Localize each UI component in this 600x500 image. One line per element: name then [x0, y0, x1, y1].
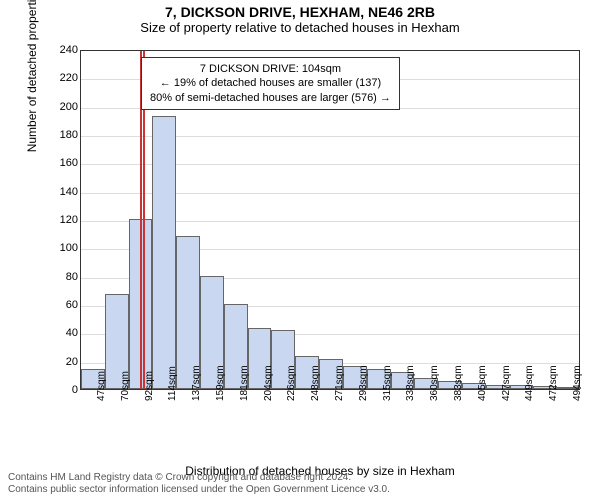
x-tick-label: 181sqm	[239, 365, 250, 401]
chart-container: Number of detached properties 7 DICKSON …	[60, 50, 580, 420]
x-tick-label: 427sqm	[501, 365, 512, 401]
annotation-line: 80% of semi-detached houses are larger (…	[150, 91, 391, 105]
y-axis-label: Number of detached properties	[25, 0, 39, 152]
x-tick-label: 159sqm	[215, 365, 226, 401]
y-tick-label: 200	[48, 101, 78, 113]
x-tick-label: 293sqm	[358, 365, 369, 401]
y-tick-label: 180	[48, 129, 78, 141]
plot-area: 7 DICKSON DRIVE: 104sqm ← 19% of detache…	[80, 50, 580, 390]
x-tick-label: 338sqm	[405, 365, 416, 401]
x-tick-label: 248sqm	[310, 365, 321, 401]
y-tick-label: 40	[48, 327, 78, 339]
x-tick-label: 70sqm	[120, 371, 131, 401]
footer: Contains HM Land Registry data © Crown c…	[0, 472, 600, 496]
histogram-bar	[152, 116, 176, 389]
page-title: 7, DICKSON DRIVE, HEXHAM, NE46 2RB	[0, 0, 600, 20]
annotation-box: 7 DICKSON DRIVE: 104sqm ← 19% of detache…	[141, 57, 400, 110]
annotation-line: ← 19% of detached houses are smaller (13…	[150, 76, 391, 90]
y-tick-label: 120	[48, 214, 78, 226]
footer-line: Contains public sector information licen…	[8, 484, 592, 496]
y-tick-label: 240	[48, 44, 78, 56]
x-tick-label: 315sqm	[382, 365, 393, 401]
y-tick-label: 140	[48, 186, 78, 198]
y-tick-label: 100	[48, 242, 78, 254]
x-tick-label: 47sqm	[96, 371, 107, 401]
y-tick-label: 80	[48, 271, 78, 283]
x-tick-label: 360sqm	[429, 365, 440, 401]
y-tick-label: 0	[48, 384, 78, 396]
x-tick-label: 92sqm	[144, 371, 155, 401]
x-tick-label: 449sqm	[524, 365, 535, 401]
y-tick-label: 160	[48, 157, 78, 169]
y-tick-label: 220	[48, 72, 78, 84]
y-tick-label: 20	[48, 356, 78, 368]
x-tick-label: 472sqm	[548, 365, 559, 401]
x-tick-label: 137sqm	[191, 365, 202, 401]
x-tick-label: 226sqm	[286, 365, 297, 401]
page-subtitle: Size of property relative to detached ho…	[0, 20, 600, 39]
footer-line: Contains HM Land Registry data © Crown c…	[8, 472, 592, 484]
x-tick-label: 204sqm	[263, 365, 274, 401]
x-tick-label: 405sqm	[477, 365, 488, 401]
x-tick-label: 383sqm	[453, 365, 464, 401]
y-tick-label: 60	[48, 299, 78, 311]
x-tick-label: 114sqm	[167, 366, 178, 401]
x-tick-label: 494sqm	[572, 365, 583, 401]
annotation-line: 7 DICKSON DRIVE: 104sqm	[150, 62, 391, 76]
x-tick-label: 271sqm	[334, 365, 345, 401]
